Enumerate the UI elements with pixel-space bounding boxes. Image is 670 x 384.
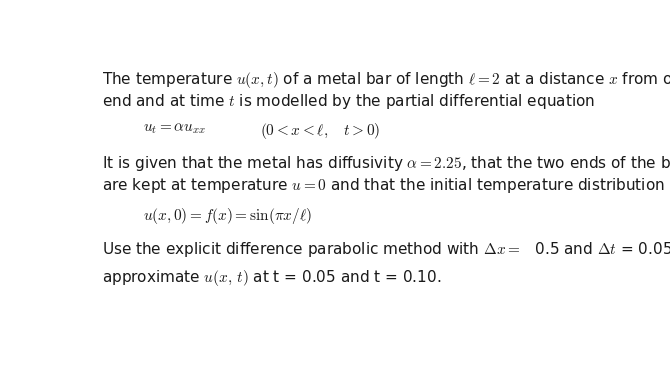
Text: approximate $u(x,\, t)$ at t = 0.05 and t = 0.10.: approximate $u(x,\, t)$ at t = 0.05 and … — [102, 268, 442, 288]
Text: $u(x, 0) = f(x) = \sin(\pi x/\ell)$: $u(x, 0) = f(x) = \sin(\pi x/\ell)$ — [143, 206, 312, 226]
Text: end and at time $t$ is modelled by the partial differential equation: end and at time $t$ is modelled by the p… — [102, 92, 595, 111]
Text: $(0 < x < \ell, \quad t > 0)$: $(0 < x < \ell, \quad t > 0)$ — [260, 121, 381, 141]
Text: It is given that the metal has diffusivity $\alpha = 2.25$, that the two ends of: It is given that the metal has diffusivi… — [102, 154, 670, 173]
Text: $u_t = \alpha u_{xx}$: $u_t = \alpha u_{xx}$ — [143, 121, 206, 136]
Text: are kept at temperature $u = 0$ and that the initial temperature distribution is: are kept at temperature $u = 0$ and that… — [102, 176, 670, 195]
Text: Use the explicit difference parabolic method with $\Delta x = \;\;$ 0.5 and $\De: Use the explicit difference parabolic me… — [102, 240, 670, 259]
Text: The temperature $u(x,t)$ of a metal bar of length $\ell = 2$ at a distance $x$ f: The temperature $u(x,t)$ of a metal bar … — [102, 70, 670, 90]
